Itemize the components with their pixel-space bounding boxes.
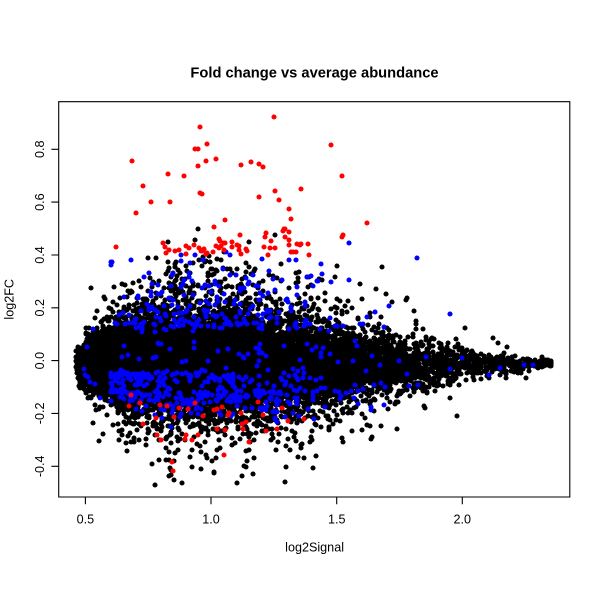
svg-text:log2FC: log2FC bbox=[2, 279, 16, 320]
svg-text:Fold change vs average abundan: Fold change vs average abundance bbox=[190, 66, 438, 82]
svg-text:2.0: 2.0 bbox=[454, 513, 472, 527]
svg-text:0.6: 0.6 bbox=[33, 193, 47, 211]
svg-text:-0.2: -0.2 bbox=[33, 403, 47, 425]
svg-text:0.5: 0.5 bbox=[77, 513, 95, 527]
svg-text:log2Signal: log2Signal bbox=[285, 541, 344, 555]
svg-text:1.5: 1.5 bbox=[328, 513, 346, 527]
svg-text:0.2: 0.2 bbox=[33, 299, 47, 317]
svg-text:0.8: 0.8 bbox=[33, 141, 47, 159]
svg-text:-0.4: -0.4 bbox=[33, 455, 47, 477]
svg-text:1.0: 1.0 bbox=[202, 513, 220, 527]
svg-text:0.4: 0.4 bbox=[33, 246, 47, 264]
svg-text:0.0: 0.0 bbox=[33, 352, 47, 370]
